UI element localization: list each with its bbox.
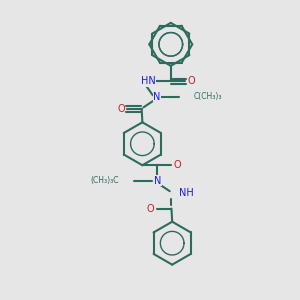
Text: N: N [153,92,161,102]
Text: HN: HN [141,76,156,86]
Text: O: O [147,203,154,214]
Text: NH: NH [179,188,194,198]
Text: (CH₃)₃C: (CH₃)₃C [90,176,119,185]
Text: O: O [174,160,182,170]
Text: N: N [154,176,161,186]
Text: O: O [117,104,125,114]
Text: O: O [188,76,195,86]
Text: C(CH₃)₃: C(CH₃)₃ [193,92,222,101]
